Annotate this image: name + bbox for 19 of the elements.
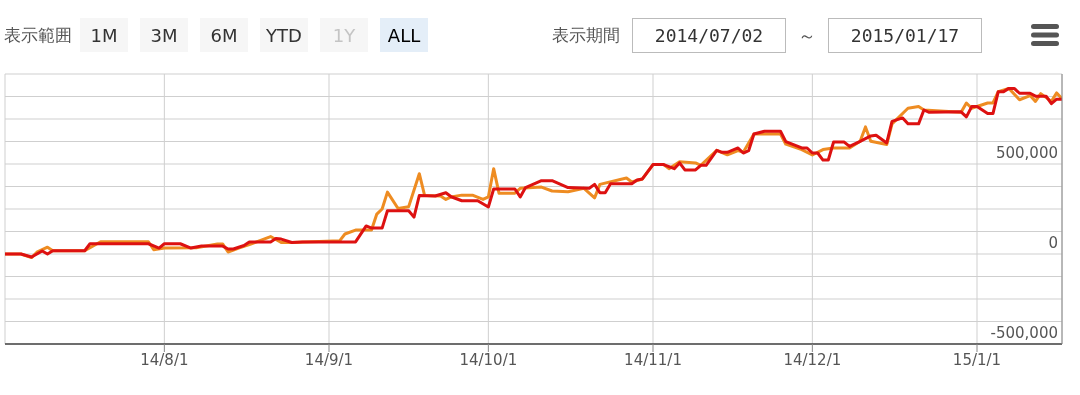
- text: 3M: [140, 18, 188, 52]
- y-tick-label: 0: [1048, 234, 1058, 252]
- text: 6M: [200, 18, 248, 52]
- text: YTD: [260, 18, 308, 52]
- text: 1M: [80, 18, 128, 52]
- x-tick-label: 14/11/1: [624, 350, 682, 369]
- text: 2015/01/17: [828, 18, 982, 53]
- x-tick-label: 14/10/1: [459, 350, 518, 369]
- x-tick-label: 14/9/1: [304, 350, 354, 369]
- text: 表示期間: [552, 24, 620, 47]
- x-tick-label: 15/1/1: [952, 350, 1002, 369]
- x-tick-label: 14/8/1: [140, 350, 189, 369]
- x-tick-label: 14/12/1: [783, 350, 842, 369]
- y-tick-label: 500,000: [995, 144, 1058, 162]
- text: 2014/07/02: [632, 18, 786, 53]
- text: ALL: [380, 18, 428, 52]
- text: 表示範囲: [4, 23, 72, 47]
- text: ～: [798, 23, 816, 48]
- y-tick-label: -500,000: [990, 324, 1058, 342]
